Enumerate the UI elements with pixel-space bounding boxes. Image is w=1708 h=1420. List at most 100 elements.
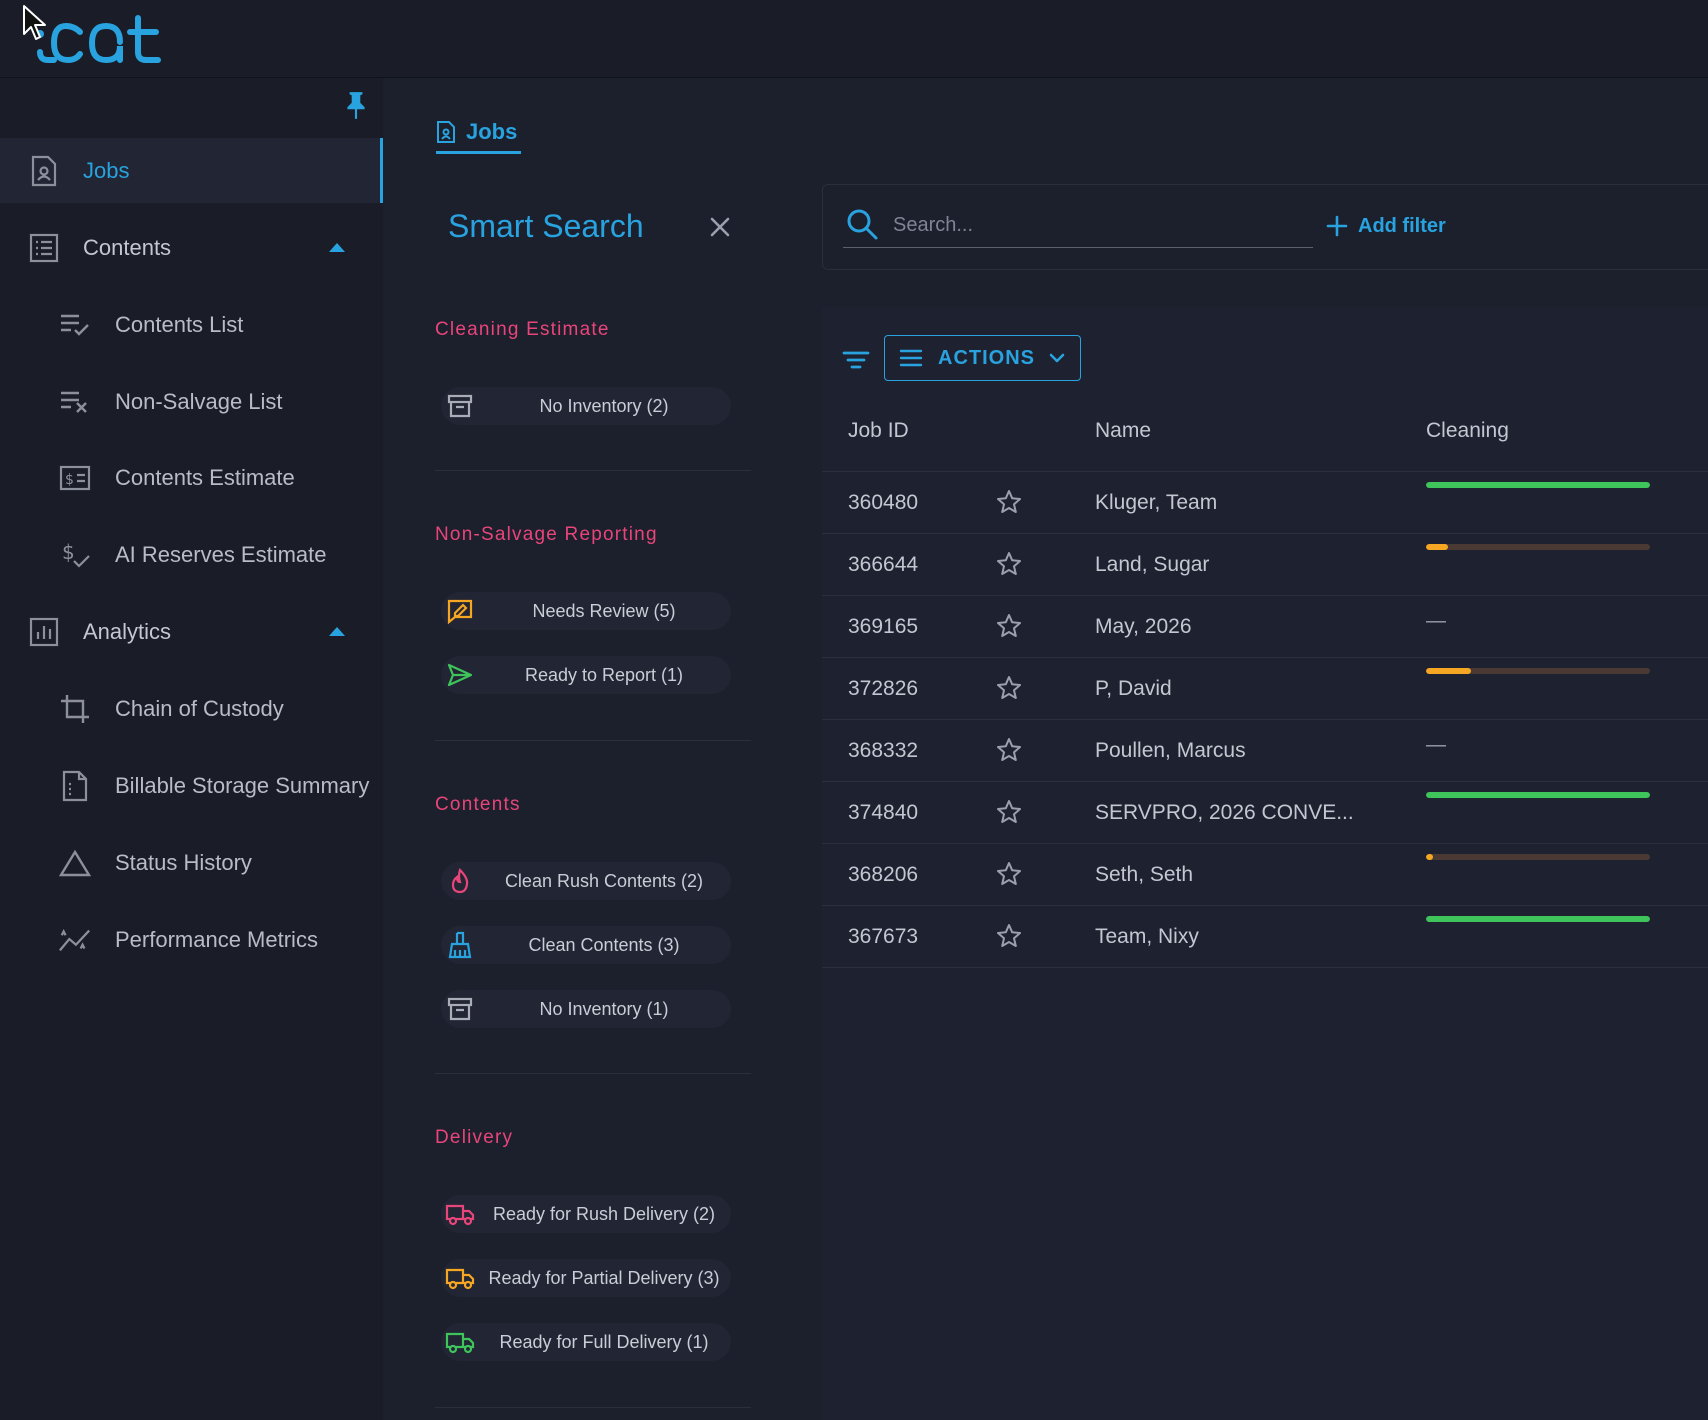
crop-icon [58,692,92,726]
list-box-icon [27,231,61,265]
sidebar-item-analytics[interactable]: Analytics [0,599,383,664]
chip-ready-for-full-delivery[interactable]: Ready for Full Delivery (1) [441,1323,731,1361]
chip-no-inventory-cleaning[interactable]: No Inventory (2) [441,387,731,425]
table-row[interactable]: 374840 SERVPRO, 2026 CONVE... [822,781,1708,844]
star-icon[interactable] [995,736,1023,764]
actions-dropdown-button[interactable]: ACTIONS [884,335,1081,381]
sidebar-item-label: Analytics [83,618,172,644]
sidebar-item-non-salvage-list[interactable]: Non-Salvage List [0,369,383,434]
chip-ready-to-report[interactable]: Ready to Report (1) [441,656,731,694]
search-input[interactable] [891,207,1280,243]
chip-clean-contents[interactable]: Clean Contents (3) [441,926,731,964]
search-icon[interactable] [845,207,879,241]
job-id-cell: 369165 [848,615,919,638]
name-cell: P, David [1095,677,1172,700]
star-icon[interactable] [995,922,1023,950]
chip-no-inventory-contents[interactable]: No Inventory (1) [441,990,731,1028]
sidebar-item-label: Status History [115,849,252,875]
section-divider [435,1073,751,1074]
sidebar-item-performance-metrics[interactable]: Performance Metrics [0,907,383,972]
smart-search-panel: Smart Search Cleaning Estimate No Invent… [385,180,810,1420]
job-file-icon [27,154,61,188]
chip-label: No Inventory (1) [539,998,669,1019]
column-header-cleaning[interactable]: Cleaning [1426,419,1509,442]
column-header-job-id[interactable]: Job ID [848,419,909,442]
list-check-icon [58,308,92,342]
app-logo[interactable] [34,12,174,66]
smart-search-title: Smart Search [448,208,644,244]
filter-icon[interactable] [842,347,870,375]
chip-label: Clean Rush Contents (2) [504,870,704,891]
name-cell: Kluger, Team [1095,491,1218,514]
sidebar-item-contents-estimate[interactable]: $ Contents Estimate [0,445,383,510]
table-row[interactable]: 368206 Seth, Seth [822,843,1708,906]
chip-clean-rush-contents[interactable]: Clean Rush Contents (2) [441,862,731,900]
chip-ready-for-partial-delivery[interactable]: Ready for Partial Delivery (3) [441,1259,731,1297]
sidebar-item-label: Jobs [83,157,130,183]
section-divider [435,1407,751,1408]
sidebar-item-contents-list[interactable]: Contents List [0,292,383,357]
star-icon[interactable] [995,860,1023,888]
star-icon[interactable] [995,674,1023,702]
sidebar: Jobs Contents Contents List Non-Salvage … [0,78,383,1420]
section-divider [435,470,751,471]
job-id-cell: 360480 [848,491,919,514]
archive-icon [445,391,475,421]
fire-icon [445,866,475,896]
search-bar: Add filter [822,184,1708,270]
pin-icon[interactable] [343,90,369,120]
top-bar [0,0,1708,78]
actions-label: ACTIONS [938,346,1035,369]
sidebar-item-billable-storage-summary[interactable]: Billable Storage Summary [0,753,383,818]
cleaning-progress-bar [1426,792,1650,798]
breadcrumb-jobs[interactable]: Jobs [436,113,522,154]
sidebar-item-contents[interactable]: Contents [0,215,383,280]
sidebar-item-label: Contents [83,234,172,260]
star-icon[interactable] [995,488,1023,516]
table-row[interactable]: 367673 Team, Nixy [822,905,1708,968]
collapse-caret-icon[interactable] [329,243,345,252]
sidebar-item-status-history[interactable]: Status History [0,830,383,895]
cleaning-progress-bar [1426,916,1650,922]
cleaning-progress-fill [1426,854,1433,860]
section-title-cleaning-estimate: Cleaning Estimate [435,319,610,340]
sidebar-item-chain-of-custody[interactable]: Chain of Custody [0,676,383,741]
job-id-cell: 368206 [848,863,919,886]
table-row[interactable]: 368332 Poullen, Marcus — [822,719,1708,782]
table-row[interactable]: 360480 Kluger, Team [822,471,1708,534]
section-title-contents: Contents [435,794,521,815]
active-indicator [380,138,383,203]
bar-chart-icon [27,615,61,649]
star-icon[interactable] [995,550,1023,578]
send-icon [445,660,475,690]
cleaning-progress-bar [1426,668,1650,674]
star-icon[interactable] [995,798,1023,826]
close-icon[interactable] [705,212,735,242]
section-divider [435,740,751,741]
sidebar-item-ai-reserves-estimate[interactable]: $ AI Reserves Estimate [0,522,383,587]
table-bottom-border [822,967,1708,968]
chip-needs-review[interactable]: Needs Review (5) [441,592,731,630]
job-id-cell: 368332 [848,739,919,762]
sidebar-item-label: Non-Salvage List [115,388,283,414]
sidebar-item-label: AI Reserves Estimate [115,541,327,567]
money-card-icon: $ [58,461,92,495]
breadcrumb-label: Jobs [466,119,518,144]
truck-red-icon [445,1199,475,1229]
cleaning-progress-bar [1426,854,1650,860]
star-icon[interactable] [995,612,1023,640]
chip-label: No Inventory (2) [539,395,669,416]
chip-label: Needs Review (5) [532,600,676,621]
table-row[interactable]: 372826 P, David [822,657,1708,720]
collapse-caret-icon[interactable] [329,627,345,636]
table-row[interactable]: 369165 May, 2026 — [822,595,1708,658]
chip-ready-for-rush-delivery[interactable]: Ready for Rush Delivery (2) [441,1195,731,1233]
cleaning-progress-fill [1426,916,1650,922]
table-row[interactable]: 366644 Land, Sugar [822,533,1708,596]
section-title-non-salvage-reporting: Non-Salvage Reporting [435,524,658,545]
triangle-icon [58,846,92,880]
column-header-name[interactable]: Name [1095,419,1152,442]
name-cell: Team, Nixy [1095,925,1199,948]
add-filter-button[interactable]: Add filter [1326,209,1446,243]
sidebar-item-jobs[interactable]: Jobs [0,138,383,203]
